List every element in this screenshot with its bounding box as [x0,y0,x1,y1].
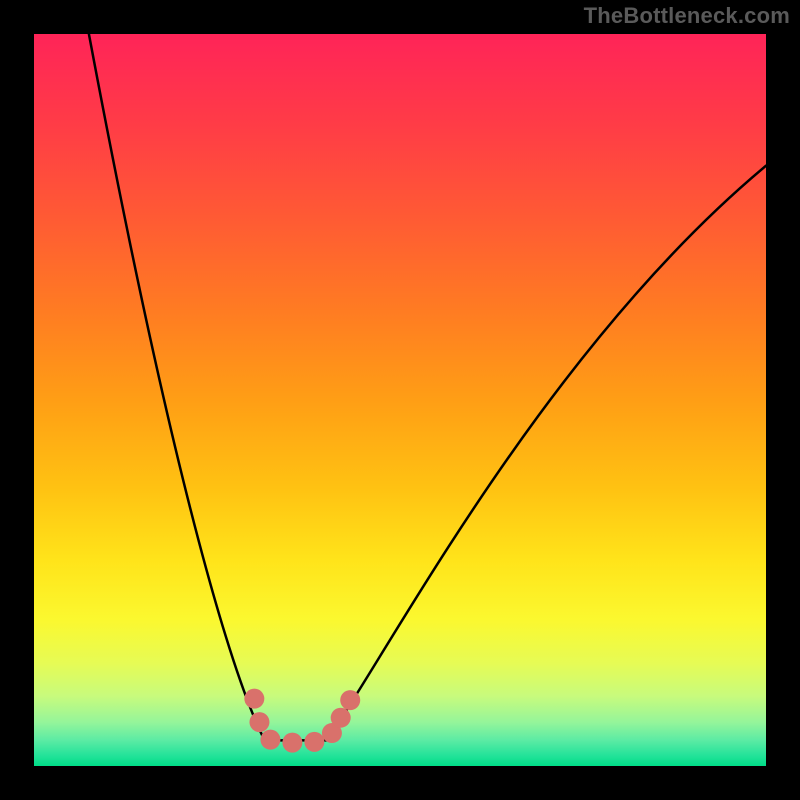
chart-svg [0,0,800,800]
plot-area [34,34,766,766]
marker-point [249,712,269,732]
marker-point [331,708,351,728]
marker-point [304,732,324,752]
marker-point [282,733,302,753]
marker-point [260,730,280,750]
marker-point [340,690,360,710]
marker-point [244,689,264,709]
chart-stage: TheBottleneck.com [0,0,800,800]
